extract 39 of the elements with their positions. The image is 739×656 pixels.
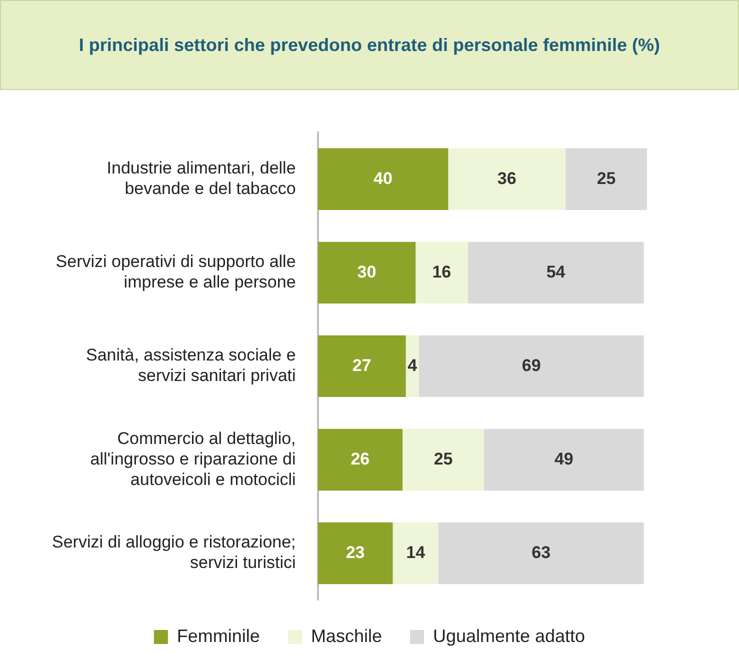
data-label: 36	[497, 168, 516, 188]
data-label: 16	[432, 262, 452, 282]
y-tick-label: Industrie alimentari, delle bevande e del tabacco	[106, 158, 296, 198]
y-tick-label: Servizi operativi di supporto alle imprese e alle persone	[56, 252, 296, 292]
data-label: 63	[532, 542, 551, 562]
bar	[318, 522, 393, 584]
data-label: 26	[350, 449, 370, 468]
bar	[484, 428, 644, 491]
legend-label: Femminile	[176, 626, 260, 646]
data-label: 49	[554, 449, 574, 468]
chart-title: I principali settori che prevedono entrate di personale femminile (%)	[78, 34, 660, 56]
y-tick-label: Servizi di alloggio e ristorazione; servizi turistici	[52, 532, 296, 572]
bar	[566, 148, 648, 210]
bar	[416, 242, 468, 304]
data-label: 23	[346, 542, 365, 562]
bar	[318, 148, 448, 210]
data-label: 4	[408, 356, 418, 375]
y-tick-label: Sanità, assistenza sociale e servizi sanitari privati	[86, 346, 296, 386]
bar	[402, 428, 484, 491]
bar	[468, 242, 644, 304]
data-label: 27	[352, 356, 372, 375]
bar	[392, 522, 438, 584]
data-label: 25	[596, 168, 616, 188]
data-label: 25	[434, 449, 453, 468]
data-label: 14	[406, 542, 426, 562]
data-label: 69	[522, 356, 541, 375]
legend-label: Maschile	[310, 626, 382, 646]
bar	[318, 242, 416, 304]
bar	[318, 428, 403, 491]
y-tick-label: Commercio al dettaglio, all'ingrosso e riparazione di autoveicoli e motocicli	[90, 429, 296, 489]
data-label: 54	[546, 262, 566, 282]
data-label: 30	[357, 262, 376, 282]
bar	[318, 335, 406, 398]
bar	[438, 522, 644, 584]
bar	[448, 148, 566, 210]
data-label: 40	[374, 168, 392, 188]
bar	[406, 335, 419, 398]
legend-label: Ugualmente adatto	[432, 626, 586, 646]
bar	[418, 335, 644, 398]
